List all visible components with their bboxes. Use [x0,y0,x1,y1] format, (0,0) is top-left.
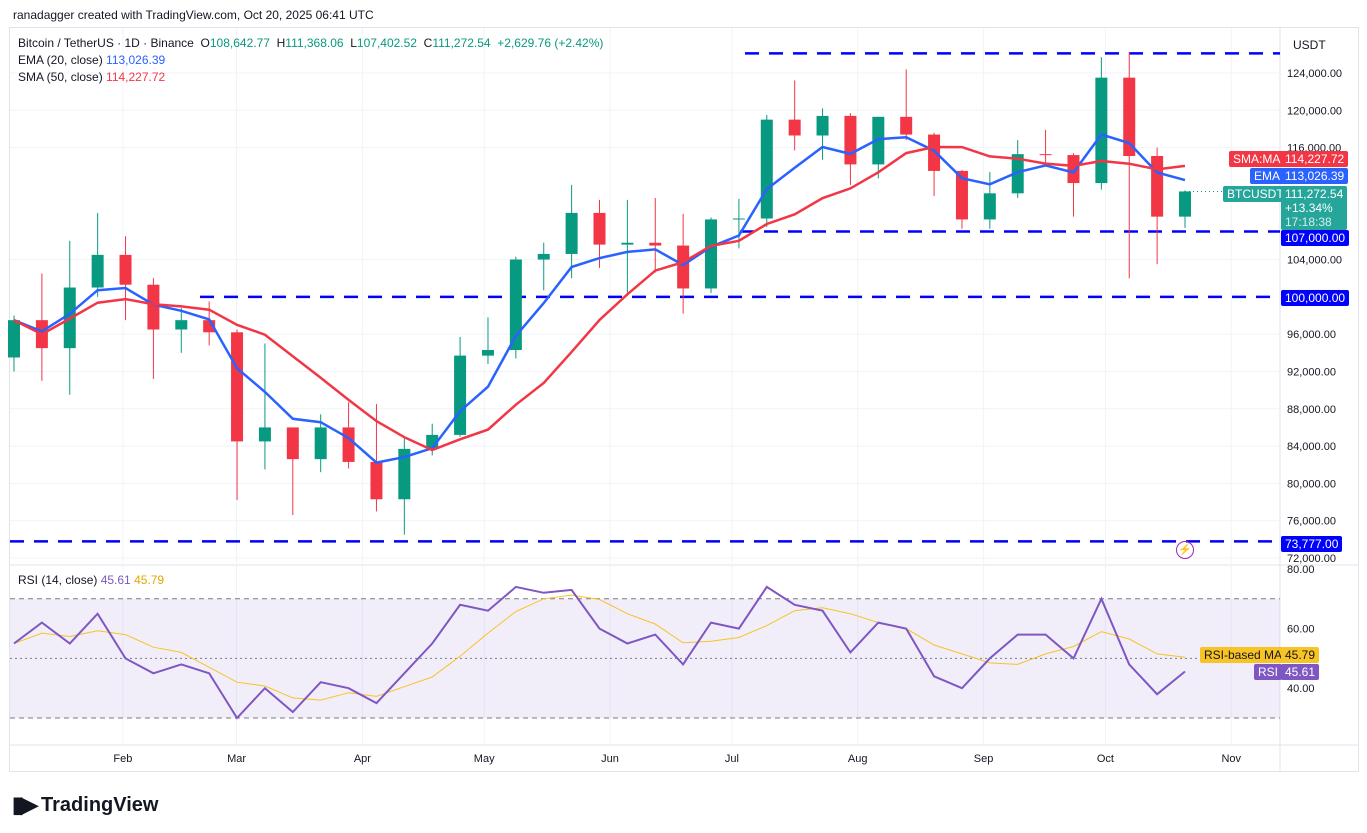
candle-body [370,461,383,500]
time-tick: Jul [725,753,739,765]
level-73777-label: 73,777.00 [1281,536,1343,552]
rsi-tag: RSI [1254,664,1283,680]
price-tick: 92,000.00 [1287,366,1336,378]
candle-body [788,119,801,136]
candle-body [454,355,467,435]
time-tick: May [474,753,495,765]
candle-body [91,254,104,288]
rsi-line [13,585,1186,720]
ema-tag: EMA [1250,168,1285,184]
ema-line [13,133,1186,464]
price-tick: 96,000.00 [1287,329,1336,341]
candle-body [314,427,327,460]
sma-price-label: 114,227.72 [1281,151,1349,167]
candle-body [537,253,550,260]
price-tick: 72,000.00 [1287,553,1336,565]
time-tick: Apr [354,753,371,765]
rsi-legend[interactable]: RSI (14, close) 45.61 45.79 [18,573,165,587]
candle-body [342,427,355,462]
change-value: +2,629.76 (+2.42%) [497,36,604,50]
candle-body [8,320,20,358]
candle-body [732,218,745,220]
ema-price-label: 113,026.39 [1281,168,1349,184]
symbol-tag: BTCUSDT [1223,186,1288,202]
candle-body [816,115,829,136]
candle-body [983,193,996,220]
chart-frame [9,27,1359,772]
candle-body [119,254,132,285]
rsi-ma-line [13,594,1186,701]
level-100000-label: 100,000.00 [1281,290,1350,306]
candle-body [760,119,773,219]
time-tick: Sep [974,753,994,765]
sma-legend[interactable]: SMA (50, close) 114,227.72 [18,70,166,84]
candle-body [175,320,188,330]
price-tick: 124,000.00 [1287,68,1342,80]
candle-body [231,332,244,442]
candle-body [147,284,160,330]
candle-body [1039,154,1052,156]
last-price-label: 111,272.54 +13.34% 17:18:38 [1281,186,1348,230]
tradingview-logo[interactable]: ▮▶ TradingView [12,792,159,817]
symbol-legend: Bitcoin / TetherUS · 1D · Binance O108,6… [18,36,604,50]
candle-body [844,115,857,165]
rsi-ma-value: 45.79 [1281,647,1320,663]
price-tick: 80,000.00 [1287,478,1336,490]
time-tick: Feb [113,753,132,765]
time-tick: Aug [848,753,868,765]
candle-body [900,116,913,135]
candle-body [928,134,941,171]
candle-body [593,212,606,245]
rsi-ma-tag: RSI-based MA [1200,647,1287,663]
candle-body [1151,156,1164,217]
sma-tag: SMA:MA [1229,151,1285,167]
candle-body [286,427,299,460]
candle-body [649,242,662,246]
candle-body [1179,191,1191,217]
candle-body [872,116,885,165]
rsi-value: 45.61 [1281,664,1320,680]
candle-body [509,259,522,351]
candle-body [565,212,578,254]
candle-body [481,350,494,356]
candle-body [705,219,718,289]
candle-body [1011,154,1024,194]
candle-body [621,242,634,245]
candle-body [677,245,690,289]
candle-body [1095,77,1108,184]
time-tick: Oct [1097,753,1114,765]
level-107000-label: 107,000.00 [1281,230,1350,246]
price-tick: 84,000.00 [1287,441,1336,453]
rsi-tick: 60.00 [1287,624,1315,636]
credit-text: ranadagger created with TradingView.com,… [13,8,374,22]
currency-label[interactable]: USDT [1293,38,1326,52]
candle-body [955,170,968,220]
candle-body [1067,155,1080,184]
sma-line [13,145,1186,452]
price-tick: 88,000.00 [1287,404,1336,416]
candle-body [1123,77,1136,157]
lightning-icon[interactable]: ⚡ [1176,541,1194,559]
rsi-tick: 80.00 [1287,564,1315,576]
time-tick: Mar [227,753,246,765]
rsi-tick: 40.00 [1287,683,1315,695]
candle-body [398,448,411,500]
candle-body [258,427,271,442]
price-tick: 76,000.00 [1287,516,1336,528]
symbol-name[interactable]: Bitcoin / TetherUS · 1D · Binance [18,36,194,50]
price-tick: 120,000.00 [1287,105,1342,117]
price-tick: 104,000.00 [1287,255,1342,267]
ema-legend[interactable]: EMA (20, close) 113,026.39 [18,53,166,67]
time-tick: Nov [1221,753,1241,765]
time-tick: Jun [601,753,619,765]
